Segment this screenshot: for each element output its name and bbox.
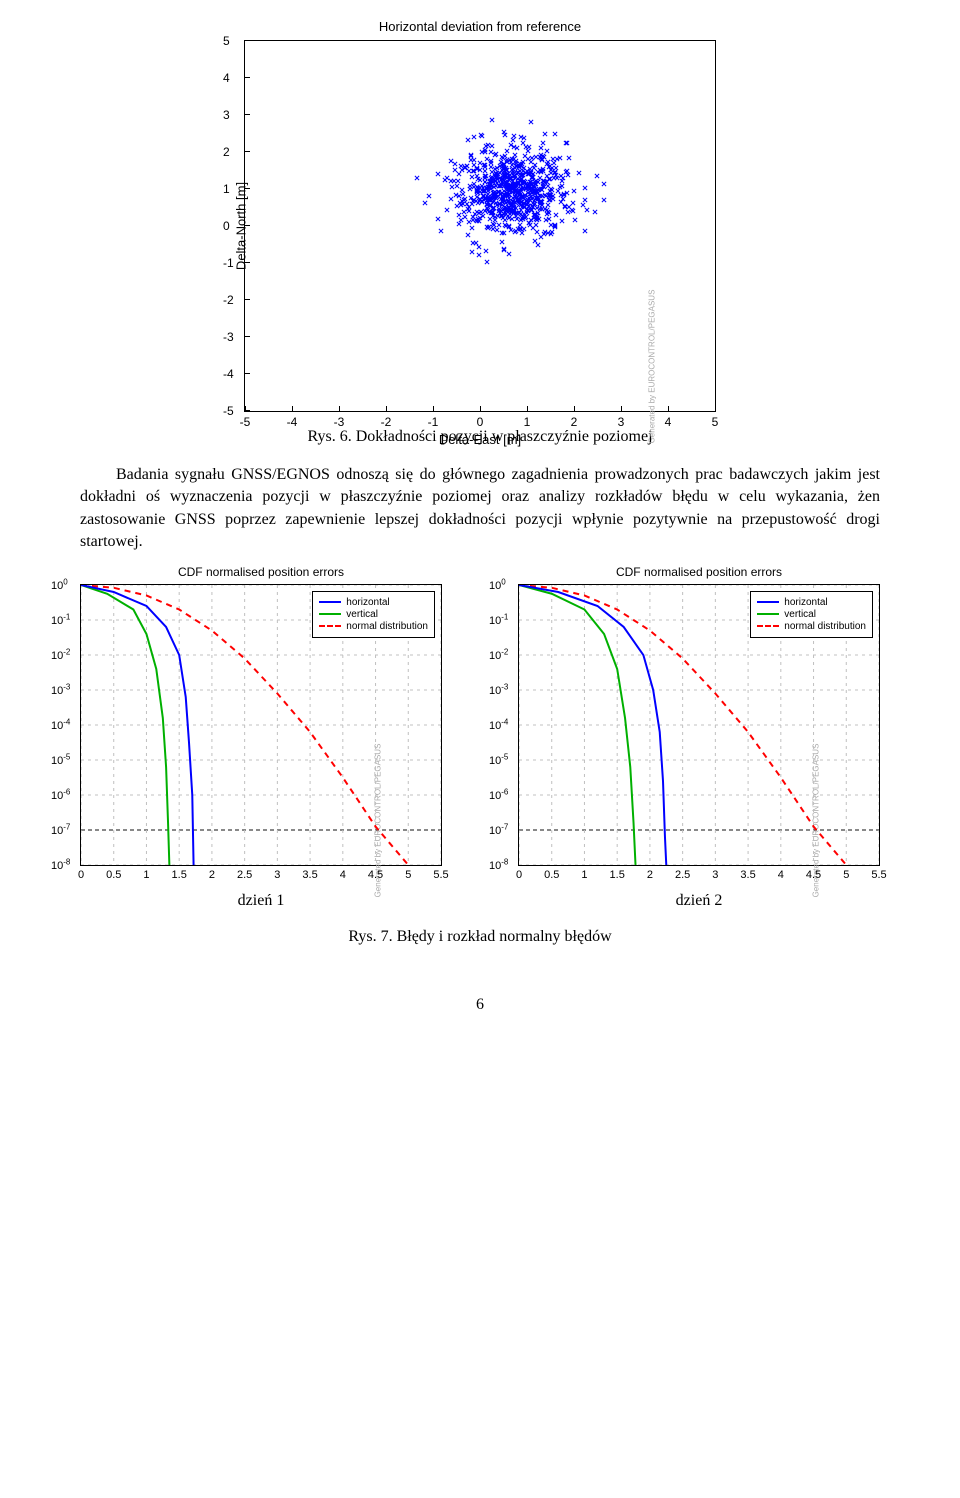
body-paragraph-text: Badania sygnału GNSS/EGNOS odnoszą się d… <box>80 466 880 550</box>
watermark: Generated by EUROCONTROL/PEGASUS <box>648 290 657 444</box>
right-panel-label: dzień 2 <box>518 892 880 910</box>
left-panel-label: dzień 1 <box>80 892 442 910</box>
legend-label: horizontal <box>784 597 827 608</box>
legend: horizontalverticalnormal distribution <box>750 591 873 638</box>
legend-label: vertical <box>346 609 378 620</box>
legend-label: normal distribution <box>784 621 866 632</box>
page-number: 6 <box>80 996 880 1014</box>
figure7-caption: Rys. 7. Błędy i rozkład normalny błędów <box>80 928 880 946</box>
body-paragraph: Badania sygnału GNSS/EGNOS odnoszą się d… <box>80 464 880 554</box>
legend: horizontalverticalnormal distribution <box>312 591 435 638</box>
chart-title: Horizontal deviation from reference <box>245 19 715 34</box>
x-axis-label: Delta-East [m] <box>245 432 715 447</box>
cdf-title: CDF normalised position errors <box>81 565 441 579</box>
cdf-chart-right: CDF normalised position errors Generated… <box>518 584 880 866</box>
legend-label: normal distribution <box>346 621 428 632</box>
cdf-charts-row: CDF normalised position errors Generated… <box>80 584 880 910</box>
y-axis-label: Delta-North [m] <box>234 182 249 270</box>
cdf-chart-left: CDF normalised position errors Generated… <box>80 584 442 866</box>
legend-label: horizontal <box>346 597 389 608</box>
horizontal-deviation-scatter: Horizontal deviation from reference Delt… <box>244 40 716 412</box>
cdf-title: CDF normalised position errors <box>519 565 879 579</box>
legend-label: vertical <box>784 609 816 620</box>
